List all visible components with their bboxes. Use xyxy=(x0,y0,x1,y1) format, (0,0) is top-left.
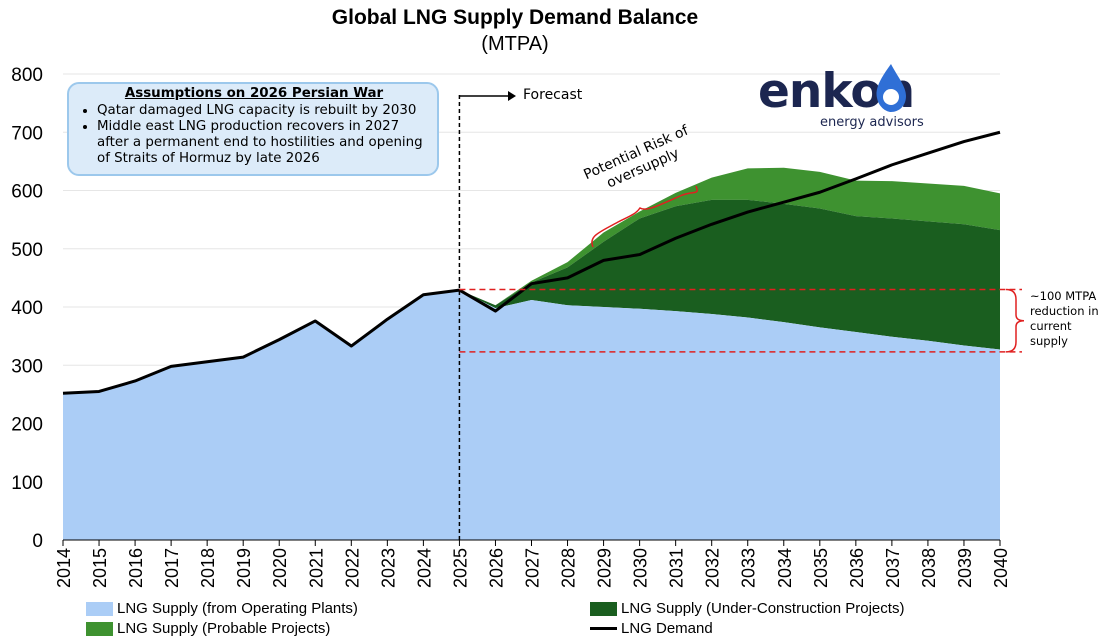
area-series xyxy=(63,167,1000,540)
x-tick-label: 2029 xyxy=(595,548,615,588)
legend-item-demand: LNG Demand xyxy=(590,620,713,637)
x-tick-label: 2039 xyxy=(955,548,975,588)
x-tick-label: 2027 xyxy=(523,548,543,588)
x-tick-label: 2025 xyxy=(450,548,470,588)
legend-label: LNG Supply (Under-Construction Projects) xyxy=(621,600,905,617)
y-tick-label: 0 xyxy=(32,531,43,552)
x-tick-label: 2033 xyxy=(739,548,759,588)
x-tick-label: 2038 xyxy=(919,548,939,588)
x-tick-label: 2034 xyxy=(775,548,795,588)
y-tick-label: 800 xyxy=(11,65,43,86)
legend-label: LNG Demand xyxy=(621,620,713,637)
flame-icon xyxy=(876,64,906,112)
x-tick-label: 2026 xyxy=(486,548,506,588)
assumptions-heading: Assumptions on 2026 Persian War xyxy=(124,86,384,101)
x-tick-label: 2016 xyxy=(126,548,146,588)
x-tick-label: 2036 xyxy=(847,548,867,588)
area-probable xyxy=(459,167,1000,306)
reduction-label: ~100 MTPA reduction in current supply xyxy=(1030,289,1099,348)
x-tick-label: 2018 xyxy=(198,548,218,588)
legend-swatch xyxy=(590,601,617,616)
legend-line xyxy=(590,627,617,630)
x-tick-label: 2023 xyxy=(378,548,398,588)
legend-item-under-construction: LNG Supply (Under-Construction Projects) xyxy=(590,600,904,617)
x-tick-label: 2015 xyxy=(90,548,110,588)
x-tick-label: 2035 xyxy=(811,548,831,588)
x-tick-label: 2040 xyxy=(991,548,1011,588)
chart-subtitle: (MTPA) xyxy=(481,33,549,55)
y-tick-label: 500 xyxy=(11,240,43,261)
x-axis-ticks: 2014 2015 2016 2017 2018 2019 2020 2021 2022 2023… xyxy=(54,539,1011,588)
y-tick-label: 100 xyxy=(11,473,43,494)
enkon-logo: enkon energy advisors xyxy=(758,64,933,136)
x-tick-label: 2014 xyxy=(54,548,74,588)
x-tick-label: 2017 xyxy=(162,548,182,588)
forecast-arrowhead xyxy=(508,91,516,101)
assumptions-list: Qatar damaged LNG capacity is rebuilt by… xyxy=(79,103,429,167)
annotation-overlay xyxy=(62,91,1025,540)
x-tick-label: 2030 xyxy=(631,548,651,588)
legend-item-probable: LNG Supply (Probable Projects) xyxy=(86,620,330,637)
y-tick-label: 200 xyxy=(11,415,43,436)
y-tick-label: 700 xyxy=(11,123,43,144)
y-tick-label: 600 xyxy=(11,182,43,203)
x-tick-label: 2032 xyxy=(703,548,723,588)
y-tick-label: 400 xyxy=(11,298,43,319)
assumptions-box: Assumptions on 2026 Persian War Qatar da… xyxy=(67,82,439,176)
legend-label: LNG Supply (Probable Projects) xyxy=(117,620,331,637)
x-tick-label: 2028 xyxy=(559,548,579,588)
x-tick-label: 2031 xyxy=(667,548,687,588)
area-under-construction xyxy=(459,199,1000,350)
demand-line xyxy=(62,130,1001,395)
legend-label: LNG Supply (from Operating Plants) xyxy=(117,600,358,617)
reduction-brace xyxy=(1005,288,1025,353)
x-tick-label: 2019 xyxy=(234,548,254,588)
x-tick-label: 2020 xyxy=(270,548,290,588)
legend-item-operating: LNG Supply (from Operating Plants) xyxy=(86,600,358,617)
chart-title: Global LNG Supply Demand Balance xyxy=(331,6,699,29)
chart-legend: LNG Supply (from Operating Plants) LNG S… xyxy=(0,598,1105,642)
x-tick-label: 2021 xyxy=(306,548,326,588)
logo-tagline: energy advisors xyxy=(820,115,924,130)
x-tick-label: 2022 xyxy=(342,548,362,588)
y-tick-label: 300 xyxy=(11,356,43,377)
y-axis-ticks: 0 100 200 300 400 500 600 700 800 xyxy=(11,65,43,552)
forecast-label: Forecast xyxy=(523,87,583,103)
area-operating xyxy=(63,290,1000,540)
x-tick-label: 2037 xyxy=(883,548,903,588)
x-tick-label: 2024 xyxy=(414,548,434,588)
legend-swatch xyxy=(86,601,113,616)
assumption-item: Middle east LNG production recovers in 2… xyxy=(97,119,429,167)
assumption-item: Qatar damaged LNG capacity is rebuilt by… xyxy=(97,103,429,119)
oversupply-brace xyxy=(591,185,698,248)
legend-swatch xyxy=(86,621,113,636)
